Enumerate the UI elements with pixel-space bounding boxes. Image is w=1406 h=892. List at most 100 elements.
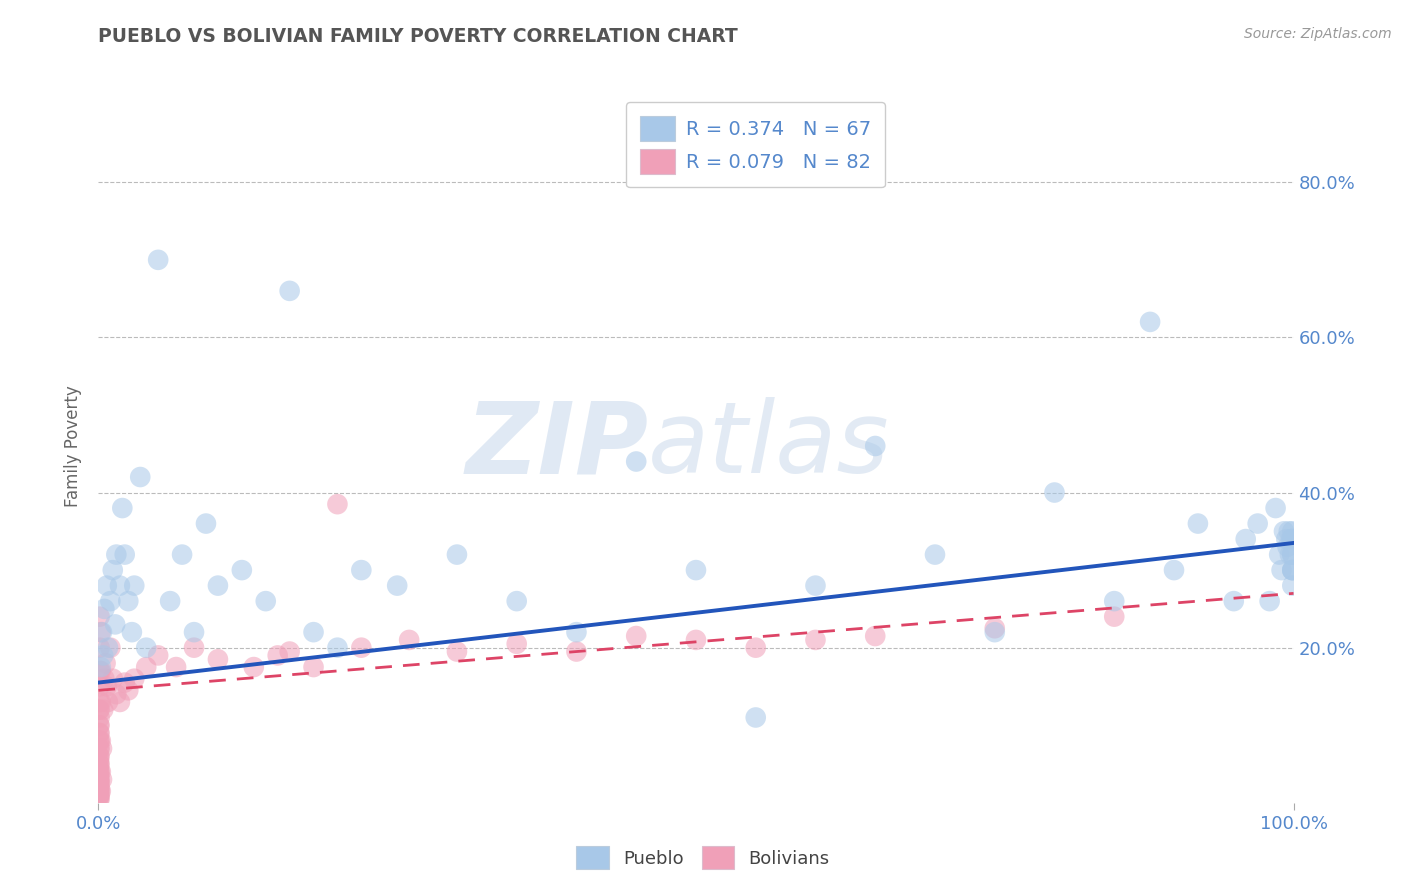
Point: [89, 695, 111, 709]
Point: [1163, 563, 1185, 577]
Point: [93, 602, 115, 616]
Point: [1278, 548, 1301, 562]
Point: [91, 648, 114, 663]
Point: [108, 579, 131, 593]
Point: [1281, 548, 1303, 562]
Point: [87, 753, 110, 767]
Point: [1139, 315, 1161, 329]
Point: [97, 640, 120, 655]
Point: [89, 792, 111, 806]
Point: [89, 776, 111, 790]
Point: [1279, 532, 1302, 546]
Point: [87, 718, 110, 732]
Point: [1281, 524, 1303, 539]
Point: [87, 761, 110, 775]
Point: [89, 784, 111, 798]
Point: [87, 769, 110, 783]
Point: [89, 757, 111, 772]
Point: [194, 516, 218, 531]
Point: [87, 726, 110, 740]
Point: [87, 789, 110, 804]
Point: [745, 710, 768, 724]
Point: [385, 579, 409, 593]
Point: [1187, 516, 1209, 531]
Point: [87, 792, 110, 806]
Point: [1102, 594, 1125, 608]
Point: [1043, 485, 1066, 500]
Point: [89, 718, 111, 732]
Point: [104, 617, 127, 632]
Point: [1281, 548, 1303, 562]
Point: [117, 683, 139, 698]
Point: [159, 594, 181, 608]
Text: ZIP: ZIP: [465, 398, 648, 494]
Text: Source: ZipAtlas.com: Source: ZipAtlas.com: [1244, 27, 1392, 41]
Point: [87, 733, 110, 747]
Point: [1281, 563, 1303, 577]
Point: [89, 733, 111, 747]
Point: [165, 660, 187, 674]
Point: [135, 640, 157, 655]
Point: [135, 660, 157, 674]
Point: [685, 563, 707, 577]
Point: [89, 609, 111, 624]
Point: [90, 764, 112, 779]
Point: [94, 656, 117, 670]
Point: [89, 788, 111, 802]
Point: [350, 563, 373, 577]
Point: [243, 660, 266, 674]
Point: [105, 687, 128, 701]
Point: [207, 652, 229, 666]
Point: [129, 470, 152, 484]
Point: [89, 680, 111, 694]
Point: [984, 621, 1007, 635]
Point: [89, 749, 111, 764]
Point: [565, 644, 588, 658]
Point: [148, 648, 170, 663]
Point: [183, 625, 205, 640]
Point: [91, 741, 114, 756]
Point: [1264, 501, 1286, 516]
Point: [350, 640, 373, 655]
Point: [1222, 594, 1246, 608]
Point: [89, 664, 111, 678]
Point: [924, 548, 946, 562]
Point: [96, 579, 118, 593]
Point: [124, 579, 146, 593]
Point: [1272, 524, 1295, 539]
Point: [87, 741, 110, 756]
Point: [101, 563, 124, 577]
Point: [1281, 579, 1303, 593]
Point: [446, 644, 468, 658]
Point: [506, 594, 529, 608]
Point: [117, 594, 139, 608]
Point: [745, 640, 768, 655]
Point: [302, 660, 325, 674]
Point: [90, 664, 112, 678]
Point: [90, 625, 112, 640]
Point: [124, 672, 146, 686]
Point: [91, 625, 114, 640]
Point: [278, 644, 301, 658]
Point: [1281, 563, 1303, 577]
Point: [326, 640, 349, 655]
Point: [98, 594, 122, 608]
Point: [111, 501, 134, 516]
Point: [1277, 540, 1299, 554]
Point: [1258, 594, 1281, 608]
Point: [804, 579, 827, 593]
Point: [89, 764, 111, 779]
Point: [90, 695, 112, 709]
Point: [326, 497, 349, 511]
Point: [89, 726, 111, 740]
Text: PUEBLO VS BOLIVIAN FAMILY POVERTY CORRELATION CHART: PUEBLO VS BOLIVIAN FAMILY POVERTY CORREL…: [98, 27, 738, 45]
Point: [89, 640, 111, 655]
Point: [87, 784, 110, 798]
Point: [87, 781, 110, 796]
Legend: R = 0.374   N = 67, R = 0.079   N = 82: R = 0.374 N = 67, R = 0.079 N = 82: [626, 103, 886, 187]
Y-axis label: Family Poverty: Family Poverty: [65, 385, 83, 507]
Point: [1246, 516, 1268, 531]
Point: [398, 632, 420, 647]
Point: [506, 637, 529, 651]
Point: [626, 629, 648, 643]
